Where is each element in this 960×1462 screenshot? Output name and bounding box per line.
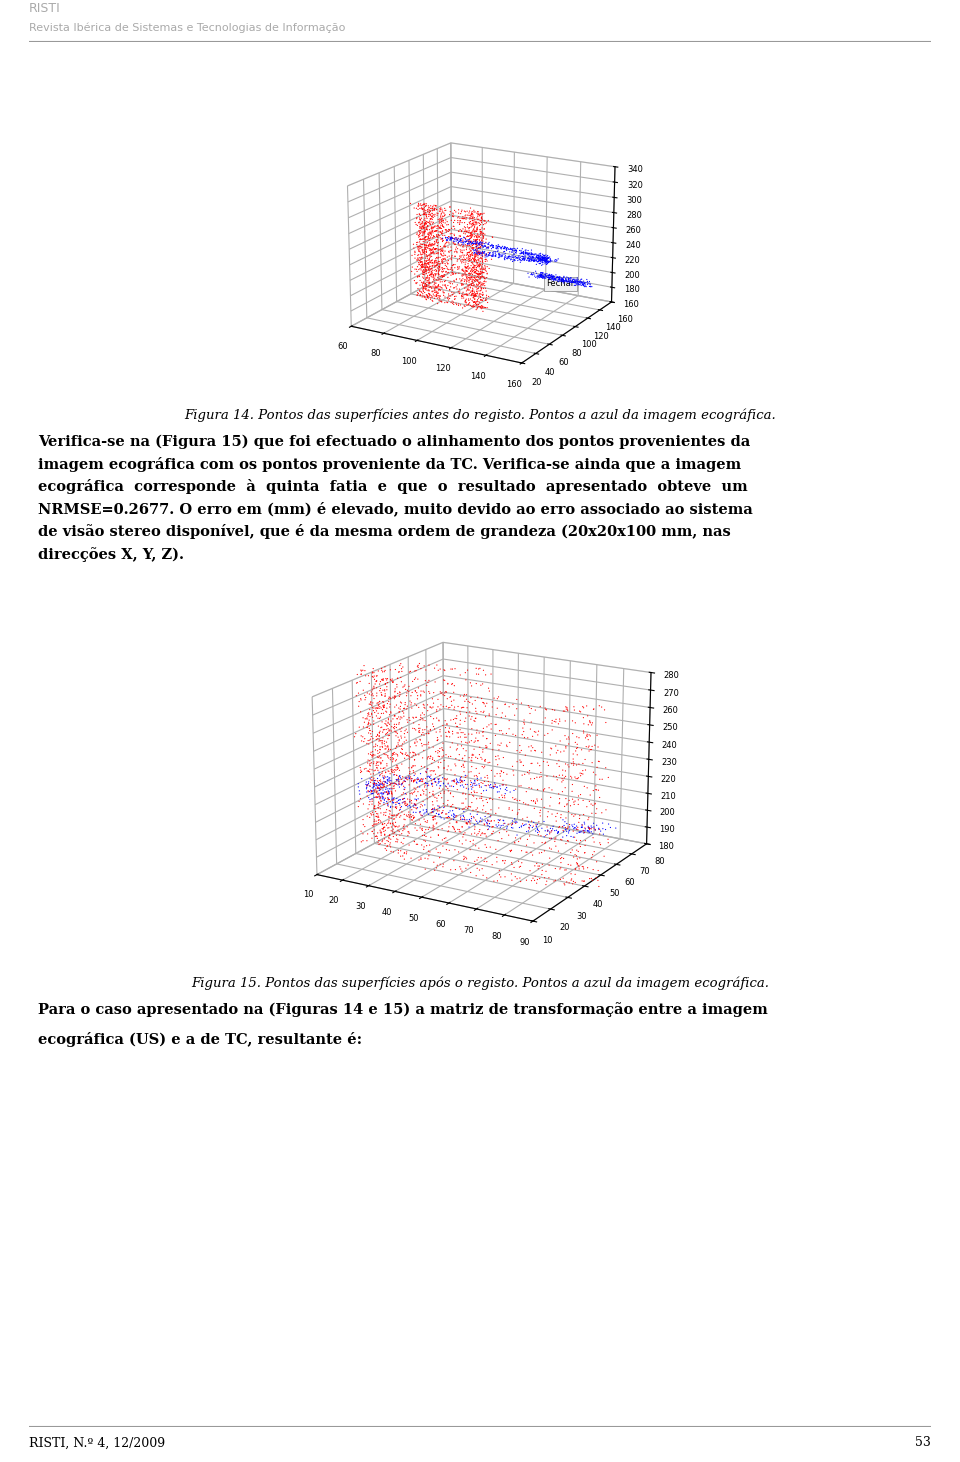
Text: ecográfica  corresponde  à  quinta  fatia  e  que  o  resultado  apresentado  ob: ecográfica corresponde à quinta fatia e … <box>38 480 748 494</box>
Text: Fechar: Fechar <box>546 279 574 288</box>
Text: Revista Ibérica de Sistemas e Tecnologias de Informação: Revista Ibérica de Sistemas e Tecnologia… <box>29 23 346 34</box>
Text: direcções X, Y, Z).: direcções X, Y, Z). <box>38 547 184 561</box>
Text: de visão stereo disponível, que é da mesma ordem de grandeza (20x20x100 mm, nas: de visão stereo disponível, que é da mes… <box>38 525 732 539</box>
Text: RISTI, N.º 4, 12/2009: RISTI, N.º 4, 12/2009 <box>29 1437 165 1449</box>
Text: Figura 15. Pontos das superfícies após o registo. Pontos a azul da imagem ecográ: Figura 15. Pontos das superfícies após o… <box>191 977 769 990</box>
Text: Para o caso apresentado na (Figuras 14 e 15) a matriz de transformação entre a i: Para o caso apresentado na (Figuras 14 e… <box>38 1001 768 1016</box>
Text: Figura 14. Pontos das superfícies antes do registo. Pontos a azul da imagem ecog: Figura 14. Pontos das superfícies antes … <box>184 409 776 423</box>
Text: imagem ecográfica com os pontos proveniente da TC. Verifica-se ainda que a image: imagem ecográfica com os pontos provenie… <box>38 456 741 472</box>
Text: 53: 53 <box>915 1437 931 1449</box>
Text: RISTI: RISTI <box>29 1 60 15</box>
Text: ecográfica (US) e a de TC, resultante é:: ecográfica (US) e a de TC, resultante é: <box>38 1032 363 1047</box>
Text: Verifica-se na (Figura 15) que foi efectuado o alinhamento dos pontos provenient: Verifica-se na (Figura 15) que foi efect… <box>38 434 751 449</box>
Text: NRMSE=0.2677. O erro em (mm) é elevado, muito devido ao erro associado ao sistem: NRMSE=0.2677. O erro em (mm) é elevado, … <box>38 501 754 516</box>
